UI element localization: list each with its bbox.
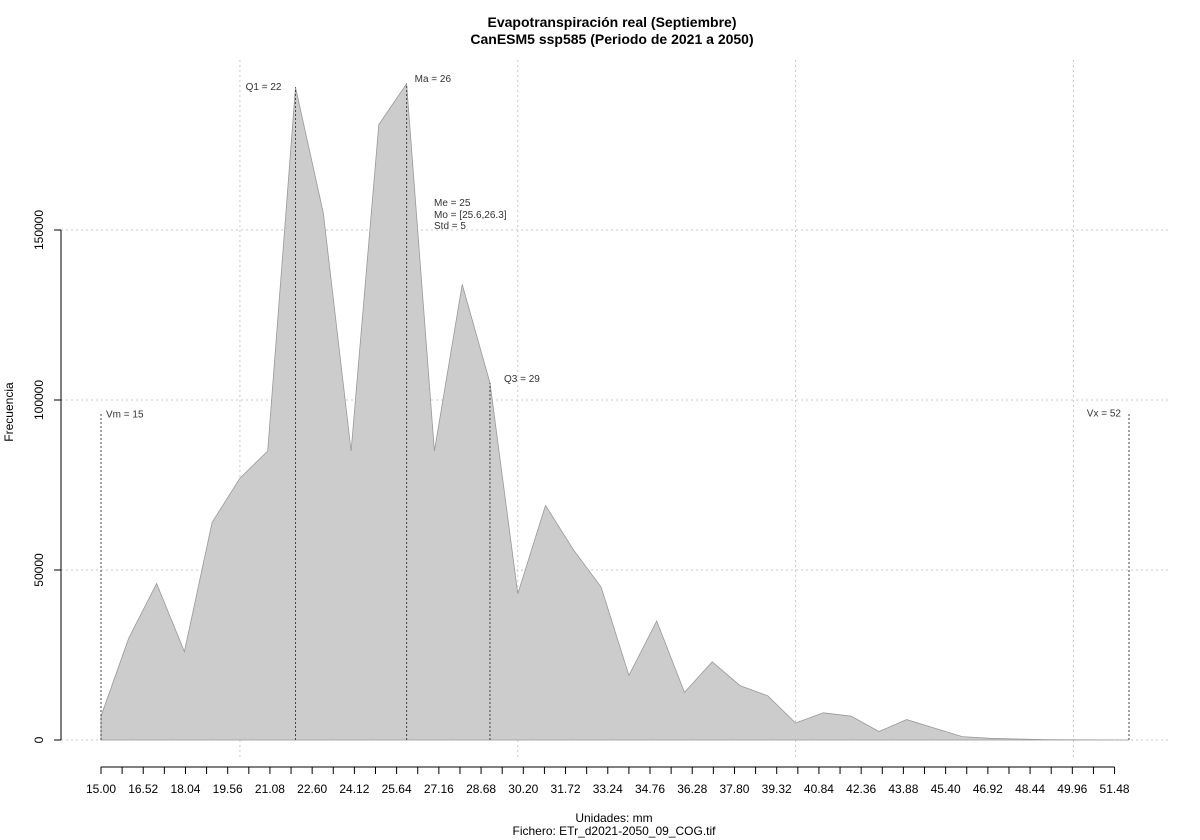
x-tick-label-9: 28.68 — [466, 782, 496, 796]
stat-label-4: Vx = 52 — [1087, 409, 1122, 420]
stats-std: Std = 5 — [434, 221, 466, 232]
x-tick-label-24: 51.48 — [1100, 782, 1130, 796]
chart-title: Evapotranspiración real (Septiembre) — [488, 14, 737, 30]
stat-label-3: Q3 = 29 — [504, 374, 540, 385]
x-tick-label-22: 48.44 — [1015, 782, 1045, 796]
stats-mean: Me = 25 — [434, 198, 471, 209]
x-tick-label-17: 40.84 — [804, 782, 834, 796]
y-tick-label-2: 100000 — [32, 380, 46, 420]
y-axis-label: Frecuencia — [2, 382, 16, 442]
x-axis-label: Unidades: mm — [575, 811, 652, 825]
y-tick-label-1: 50000 — [32, 553, 46, 587]
x-tick-label-8: 27.16 — [424, 782, 454, 796]
x-tick-label-13: 34.76 — [635, 782, 665, 796]
file-label: Fichero: ETr_d2021-2050_09_COG.tif — [513, 824, 717, 838]
frequency-area — [100, 82, 1130, 741]
x-tick-label-6: 24.12 — [339, 782, 369, 796]
x-tick-label-19: 43.88 — [888, 782, 918, 796]
stat-label-1: Q1 = 22 — [246, 82, 282, 93]
stats-mode: Mo = [25.6,26.3] — [434, 210, 507, 221]
x-tick-label-3: 19.56 — [213, 782, 243, 796]
y-tick-label-3: 150000 — [32, 210, 46, 250]
x-tick-label-0: 15.00 — [86, 782, 116, 796]
x-tick-label-12: 33.24 — [593, 782, 623, 796]
x-axis: 15.00 16.52 18.04 19.56 21.08 22.60 24.12 25.64… — [86, 766, 1130, 796]
stat-lines — [100, 83, 1130, 740]
x-tick-label-10: 30.20 — [508, 782, 538, 796]
x-tick-label-15: 37.80 — [719, 782, 749, 796]
stat-label-2: Ma = 26 — [415, 74, 452, 85]
x-grid — [239, 60, 1074, 760]
x-tick-label-1: 16.52 — [128, 782, 158, 796]
stat-labels: Vm = 15 Q1 = 22 Ma = 26 Q3 = 29 Vx = 52 — [106, 74, 1121, 421]
stat-label-0: Vm = 15 — [106, 410, 144, 421]
x-tick-label-5: 22.60 — [297, 782, 327, 796]
chart-subtitle: CanESM5 ssp585 (Periodo de 2021 a 2050) — [470, 31, 753, 47]
x-tick-label-14: 36.28 — [677, 782, 707, 796]
y-axis: 0 50000 100000 150000 — [32, 210, 62, 743]
y-tick-label-0: 0 — [32, 736, 46, 743]
x-tick-label-4: 21.08 — [255, 782, 285, 796]
x-tick-label-23: 49.96 — [1057, 782, 1087, 796]
x-tick-label-20: 45.40 — [931, 782, 961, 796]
x-tick-label-21: 46.92 — [973, 782, 1003, 796]
x-tick-label-16: 39.32 — [762, 782, 792, 796]
x-tick-label-2: 18.04 — [170, 782, 200, 796]
x-tick-label-7: 25.64 — [382, 782, 412, 796]
x-tick-label-18: 42.36 — [846, 782, 876, 796]
x-tick-label-11: 31.72 — [551, 782, 581, 796]
